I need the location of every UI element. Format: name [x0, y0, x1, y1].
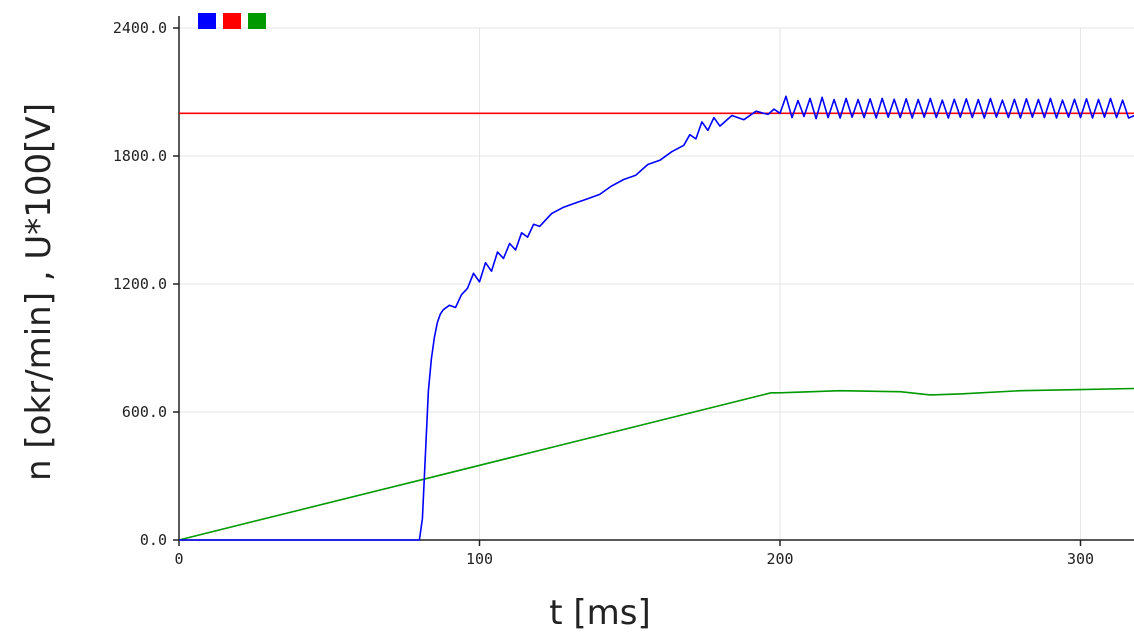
series [178, 95, 1134, 541]
x-tick-label: 200 [766, 550, 793, 568]
axes [178, 16, 1134, 541]
y-tick-label: 600.0 [122, 403, 167, 421]
y-tick-label: 1200.0 [113, 275, 167, 293]
legend-swatch [198, 13, 216, 29]
series-green-line [178, 387, 1134, 541]
legend-swatch [223, 13, 241, 29]
x-axis-title: t [ms] [549, 593, 651, 633]
y-tick-label: 0.0 [140, 531, 167, 549]
tick-labels: 0.0 600.0 1200.0 1800.0 2400.0 0 100 200 300 [113, 19, 1094, 568]
x-tick-label: 300 [1067, 550, 1094, 568]
legend-swatch [248, 13, 266, 29]
y-tick-label: 2400.0 [113, 19, 167, 37]
grid [179, 27, 1134, 540]
y-tick-label: 1800.0 [113, 147, 167, 165]
legend [198, 13, 266, 29]
x-tick-label: 100 [466, 550, 493, 568]
x-tick-label: 0 [174, 550, 183, 568]
series-blue-line [179, 95, 1134, 541]
y-axis-title: n [okr/min] , U*100[V] [19, 103, 59, 481]
